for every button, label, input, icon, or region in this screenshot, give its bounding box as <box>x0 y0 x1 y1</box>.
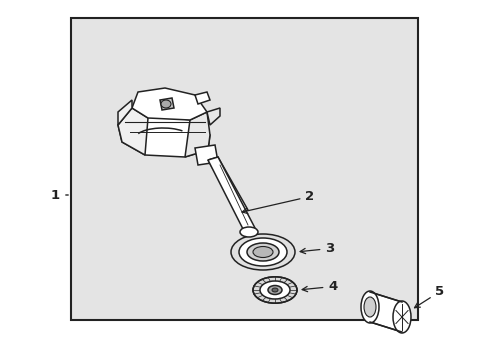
Ellipse shape <box>360 291 378 323</box>
Polygon shape <box>132 88 206 120</box>
Bar <box>71 18 417 320</box>
Ellipse shape <box>363 297 375 317</box>
Ellipse shape <box>239 238 286 266</box>
Polygon shape <box>207 157 254 231</box>
Ellipse shape <box>392 301 410 333</box>
Polygon shape <box>118 108 148 155</box>
Ellipse shape <box>240 227 258 237</box>
Polygon shape <box>118 115 209 157</box>
Text: 4: 4 <box>302 280 337 293</box>
Polygon shape <box>206 108 220 125</box>
Ellipse shape <box>246 243 279 261</box>
Ellipse shape <box>260 281 289 299</box>
Text: 3: 3 <box>300 242 334 255</box>
Polygon shape <box>118 100 132 125</box>
Text: 5: 5 <box>414 285 444 308</box>
Polygon shape <box>207 157 247 213</box>
Polygon shape <box>369 292 401 332</box>
Ellipse shape <box>161 100 171 108</box>
Polygon shape <box>160 98 174 110</box>
Text: 1: 1 <box>50 189 60 202</box>
Ellipse shape <box>252 247 272 257</box>
Ellipse shape <box>252 277 296 303</box>
Polygon shape <box>195 145 218 165</box>
Polygon shape <box>195 92 209 104</box>
Polygon shape <box>184 112 209 157</box>
Text: 2: 2 <box>242 190 314 213</box>
Ellipse shape <box>271 288 278 292</box>
Ellipse shape <box>267 285 282 294</box>
Ellipse shape <box>230 234 294 270</box>
